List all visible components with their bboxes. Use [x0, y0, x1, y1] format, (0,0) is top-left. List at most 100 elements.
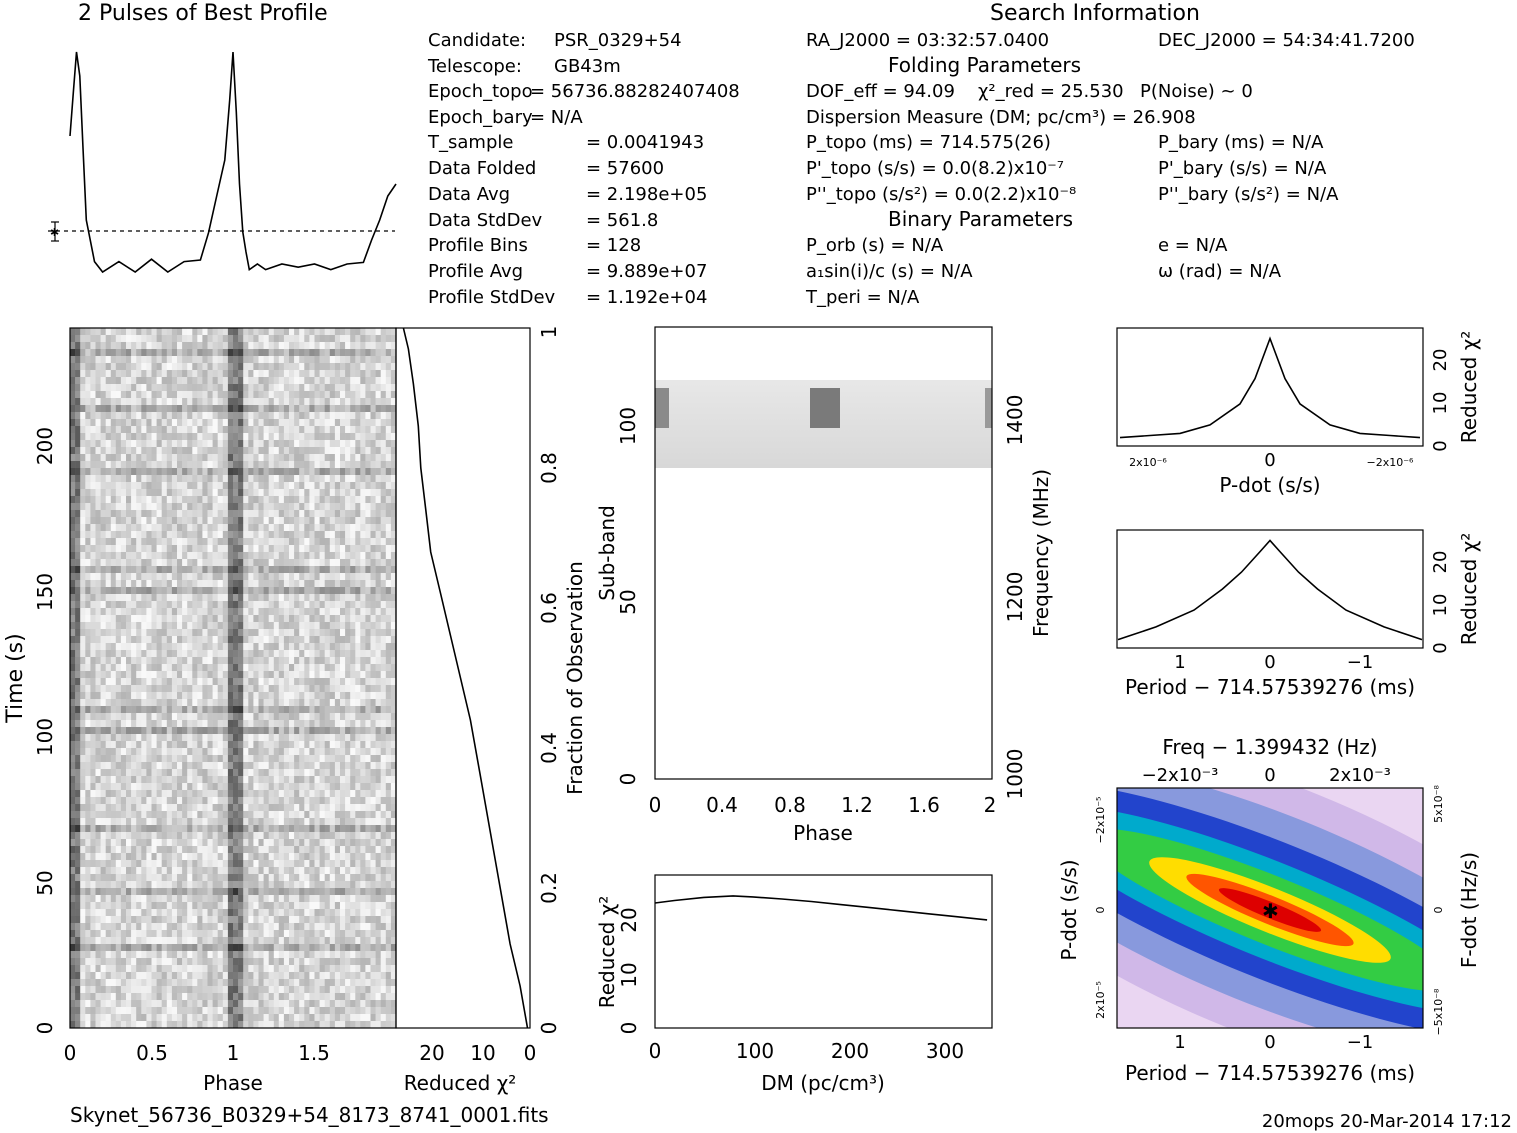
time-phase-cell	[294, 489, 300, 497]
time-phase-cell	[243, 398, 249, 406]
time-phase-cell	[131, 713, 137, 721]
time-phase-cell	[141, 664, 147, 672]
time-phase-cell	[355, 545, 361, 553]
time-phase-cell	[248, 608, 254, 616]
time-phase-cell	[115, 349, 122, 357]
time-phase-cell	[156, 349, 162, 357]
time-phase-cell	[161, 594, 168, 602]
time-phase-cell	[238, 454, 244, 462]
time-phase-cell	[238, 650, 244, 658]
time-phase-cell	[207, 699, 213, 707]
time-phase-cell	[273, 566, 280, 574]
time-phase-cell	[273, 412, 280, 420]
time-phase-cell	[283, 671, 290, 679]
time-phase-cell	[243, 356, 249, 364]
time-phase-cell	[202, 846, 208, 854]
time-phase-cell	[278, 825, 285, 833]
time-phase-cell	[345, 720, 351, 728]
time-phase-cell	[141, 811, 147, 819]
time-phase-cell	[299, 573, 305, 581]
time-phase-cell	[95, 482, 101, 490]
time-phase-cell	[263, 608, 269, 616]
time-phase-cell	[319, 608, 325, 616]
time-phase-cell	[273, 727, 280, 735]
time-phase-cell	[263, 531, 269, 539]
time-phase-cell	[375, 804, 381, 812]
time-phase-cell	[309, 545, 315, 553]
time-phase-cell	[202, 426, 208, 434]
time-phase-cell	[90, 447, 96, 455]
time-phase-cell	[314, 755, 320, 763]
time-phase-cell	[136, 573, 142, 581]
time-phase-cell	[105, 832, 112, 840]
time-phase-cell	[253, 335, 259, 343]
time-phase-cell	[263, 769, 269, 777]
time-phase-cell	[253, 720, 259, 728]
time-phase-cell	[105, 370, 112, 378]
time-phase-cell	[380, 860, 387, 868]
time-phase-cell	[105, 412, 112, 420]
time-phase-cell	[258, 545, 264, 553]
time-phase-cell	[70, 671, 76, 679]
time-phase-cell	[110, 650, 117, 658]
time-phase-cell	[141, 776, 147, 784]
time-phase-cell	[355, 706, 361, 714]
time-phase-cell	[95, 853, 101, 861]
time-phase-cell	[217, 349, 224, 357]
time-phase-cell	[365, 776, 371, 784]
time-phase-cell	[100, 398, 106, 406]
time-phase-cell	[375, 384, 381, 392]
time-phase-cell	[350, 475, 356, 483]
time-phase-cell	[156, 825, 162, 833]
time-phase-cell	[263, 363, 269, 371]
time-phase-cell	[222, 818, 229, 826]
time-phase-cell	[304, 363, 310, 371]
time-phase-cell	[105, 867, 112, 875]
time-phase-cell	[110, 797, 117, 805]
time-phase-cell	[156, 545, 162, 553]
time-phase-cell	[380, 776, 387, 784]
time-phase-cell	[289, 776, 295, 784]
time-phase-cell	[202, 335, 208, 343]
time-phase-cell	[141, 671, 147, 679]
time-phase-cell	[283, 860, 290, 868]
time-phase-cell	[329, 510, 336, 518]
time-phase-cell	[187, 531, 193, 539]
time-phase-cell	[131, 804, 137, 812]
time-phase-cell	[222, 692, 229, 700]
time-phase-cell	[197, 573, 203, 581]
time-phase-cell	[319, 629, 325, 637]
time-phase-cell	[334, 657, 341, 665]
time-phase-cell	[207, 335, 213, 343]
time-phase-cell	[294, 573, 300, 581]
time-phase-cell	[253, 454, 259, 462]
time-phase-cell	[187, 650, 193, 658]
time-phase-cell	[319, 713, 325, 721]
time-phase-cell	[278, 356, 285, 364]
time-phase-cell	[243, 531, 249, 539]
time-phase-cell	[187, 405, 193, 413]
time-phase-cell	[370, 825, 376, 833]
time-phase-cell	[253, 482, 259, 490]
time-phase-cell	[222, 517, 229, 525]
time-phase-cell	[268, 699, 275, 707]
time-phase-cell	[350, 440, 356, 448]
time-phase-cell	[126, 720, 132, 728]
time-phase-cell	[100, 433, 106, 441]
time-phase-cell	[120, 860, 127, 868]
time-phase-cell	[299, 391, 305, 399]
time-phase-cell	[227, 734, 234, 742]
time-phase-cell	[171, 559, 178, 567]
time-phase-cell	[146, 503, 152, 511]
time-phase-cell	[177, 678, 183, 686]
time-phase-cell	[222, 776, 229, 784]
time-phase-cell	[238, 573, 244, 581]
time-phase-cell	[329, 755, 336, 763]
time-phase-cell	[136, 720, 142, 728]
time-phase-cell	[156, 384, 162, 392]
time-phase-cell	[299, 363, 305, 371]
time-phase-cell	[207, 650, 213, 658]
time-phase-cell	[268, 832, 275, 840]
time-phase-cell	[258, 489, 264, 497]
time-phase-cell	[258, 706, 264, 714]
